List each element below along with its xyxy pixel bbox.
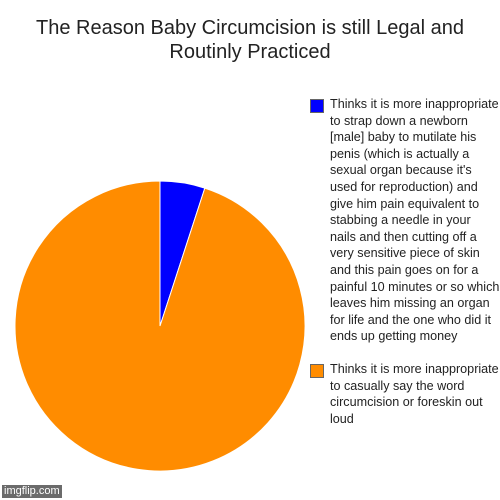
- legend-swatch-blue: [310, 99, 324, 113]
- imgflip-watermark: imgflip.com: [2, 485, 62, 498]
- legend-label-blue: Thinks it is more inappropriate to strap…: [330, 97, 500, 344]
- legend-item-orange: Thinks it is more inappropriate to casua…: [310, 361, 500, 427]
- legend: Thinks it is more inappropriate to strap…: [310, 96, 500, 427]
- legend-swatch-orange: [310, 363, 324, 378]
- legend-item-blue: Thinks it is more inappropriate to strap…: [310, 96, 500, 345]
- pie-slice-1: [14, 180, 306, 472]
- chart-title: The Reason Baby Circumcision is still Le…: [36, 17, 464, 63]
- pie-chart: [14, 180, 306, 472]
- pie-svg: [14, 180, 306, 472]
- legend-label-orange: Thinks it is more inappropriate to casua…: [330, 361, 499, 426]
